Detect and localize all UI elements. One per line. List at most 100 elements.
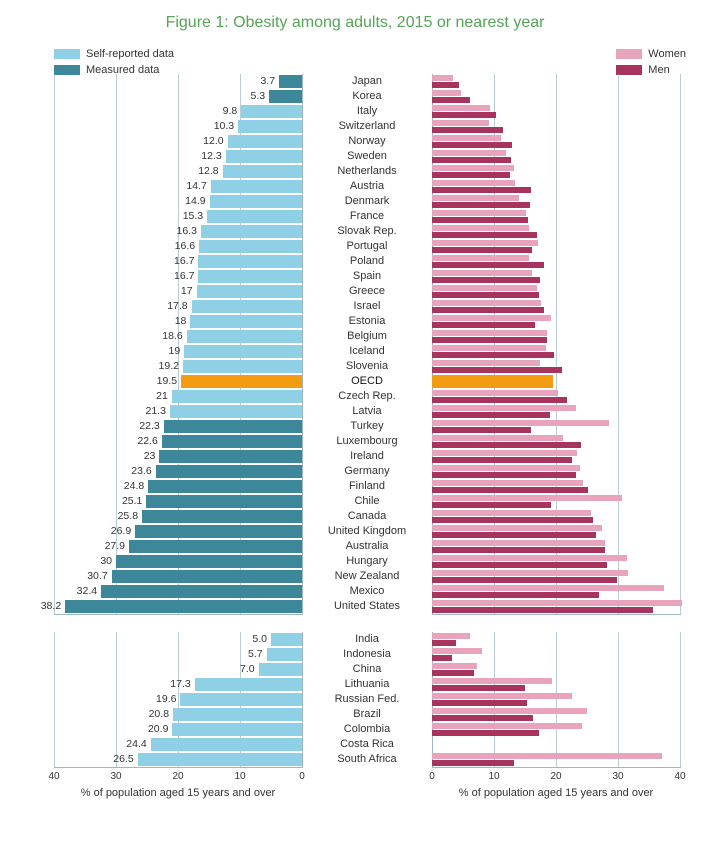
men-bar (432, 142, 512, 148)
axis-tick: 10 (230, 771, 250, 782)
total-bar (192, 300, 302, 313)
legend-measured: Measured data (86, 64, 159, 76)
total-value: 19 (150, 345, 180, 358)
country-label: Slovak Rep. (317, 225, 417, 238)
women-bar (432, 495, 622, 501)
country-label: India (317, 633, 417, 646)
country-label: Norway (317, 135, 417, 148)
country-label: Australia (317, 540, 417, 553)
total-value: 3.7 (245, 75, 275, 88)
total-bar (269, 90, 302, 103)
women-bar (432, 315, 551, 321)
total-bar (181, 375, 302, 388)
men-bar (432, 700, 527, 706)
total-value: 24.4 (117, 738, 147, 751)
total-bar (138, 753, 302, 766)
country-label: France (317, 210, 417, 223)
men-bar (432, 487, 588, 493)
men-bar (432, 517, 593, 523)
total-bar (267, 648, 302, 661)
women-bar (432, 693, 572, 699)
country-label: Switzerland (317, 120, 417, 133)
women-bar (432, 390, 558, 396)
country-label: Russian Fed. (317, 693, 417, 706)
country-label: Spain (317, 270, 417, 283)
total-value: 32.4 (67, 585, 97, 598)
total-value: 5.0 (237, 633, 267, 646)
women-bar (432, 180, 515, 186)
total-value: 26.5 (104, 753, 134, 766)
total-value: 30.7 (78, 570, 108, 583)
chart-area: Self-reported data Measured data Women M… (12, 46, 698, 811)
women-bar (432, 135, 501, 141)
men-bar (432, 562, 607, 568)
men-bar (432, 607, 653, 613)
country-label: Luxembourg (317, 435, 417, 448)
women-bar (432, 225, 529, 231)
total-value: 15.3 (173, 210, 203, 223)
women-bar (432, 165, 514, 171)
women-bar (432, 600, 682, 606)
country-label: Chile (317, 495, 417, 508)
total-value: 17 (163, 285, 193, 298)
women-bar (432, 570, 628, 576)
axis-tick: 30 (106, 771, 126, 782)
country-label: Ireland (317, 450, 417, 463)
women-bar (432, 555, 627, 561)
women-bar (432, 663, 477, 669)
country-label: Lithuania (317, 678, 417, 691)
men-bar (432, 760, 514, 766)
women-bar (432, 420, 609, 426)
total-bar (198, 255, 302, 268)
total-value: 17.8 (158, 300, 188, 313)
total-bar (271, 633, 302, 646)
country-label: Latvia (317, 405, 417, 418)
men-bar (432, 655, 452, 661)
total-bar (164, 420, 302, 433)
women-bar (432, 300, 541, 306)
country-label: Germany (317, 465, 417, 478)
country-label: New Zealand (317, 570, 417, 583)
total-value: 23.6 (122, 465, 152, 478)
total-bar (201, 225, 302, 238)
women-bar (432, 405, 576, 411)
total-bar (173, 708, 302, 721)
men-bar (432, 502, 551, 508)
gridline (54, 632, 55, 767)
legend-men: Men (648, 64, 669, 76)
total-value: 12.0 (194, 135, 224, 148)
total-bar (135, 525, 302, 538)
women-bar (432, 708, 587, 714)
total-value: 26.9 (101, 525, 131, 538)
women-bar (432, 465, 580, 471)
country-label: United States (317, 600, 417, 613)
gridline (302, 74, 303, 614)
total-bar (190, 315, 302, 328)
total-value: 23 (125, 450, 155, 463)
total-value: 20.9 (138, 723, 168, 736)
country-label: Turkey (317, 420, 417, 433)
total-value: 17.3 (161, 678, 191, 691)
men-bar (432, 232, 537, 238)
country-label: Brazil (317, 708, 417, 721)
country-label: Poland (317, 255, 417, 268)
women-bar (432, 240, 538, 246)
total-bar (142, 510, 302, 523)
women-bar (432, 150, 506, 156)
men-bar (432, 640, 456, 646)
total-bar (238, 120, 302, 133)
total-bar (172, 390, 302, 403)
total-bar (223, 165, 302, 178)
total-value: 18.6 (153, 330, 183, 343)
total-value: 27.9 (95, 540, 125, 553)
gridline (54, 74, 55, 614)
total-value: 14.9 (176, 195, 206, 208)
total-bar (183, 360, 302, 373)
country-label: China (317, 663, 417, 676)
total-value: 21.3 (136, 405, 166, 418)
country-label: United Kingdom (317, 525, 417, 538)
women-bar (432, 648, 482, 654)
gridline (680, 632, 681, 767)
women-bar (432, 435, 563, 441)
total-bar (151, 738, 302, 751)
